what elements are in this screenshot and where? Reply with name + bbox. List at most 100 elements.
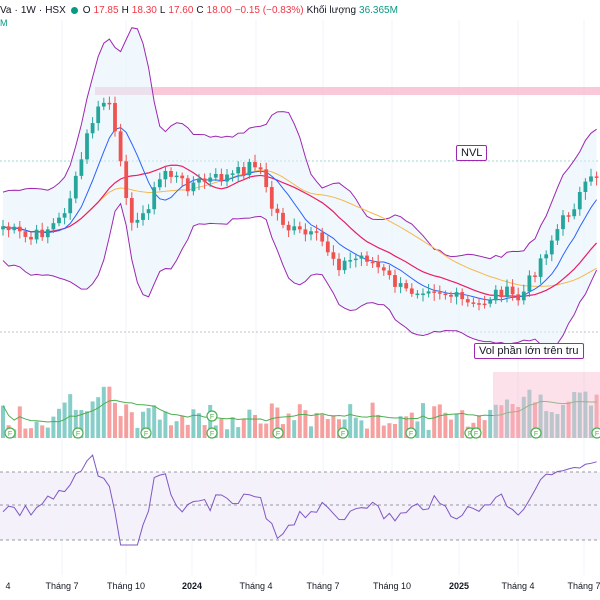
candle-body (90, 123, 95, 134)
volume-bar (225, 429, 229, 438)
volume-bar (253, 414, 257, 438)
candle-body (275, 208, 280, 213)
x-tick: Tháng 7 (306, 581, 340, 591)
dividend-marker-icon (337, 427, 349, 439)
candle-body (297, 226, 302, 230)
volume-bar (17, 406, 22, 438)
open-value: 17.85 (93, 4, 119, 16)
volume-bar (370, 402, 375, 438)
candle-body (185, 178, 190, 192)
candle-body (589, 176, 593, 182)
candle-body (225, 174, 229, 182)
volume-bar (460, 410, 465, 438)
volume-bar (533, 402, 537, 438)
symbol-name[interactable]: Va (0, 4, 12, 16)
rsi-background (0, 472, 600, 540)
indicator-value: M (0, 18, 8, 28)
candle-body (365, 255, 369, 262)
x-tick: 4 (5, 581, 11, 591)
dividend-marker-label: F (210, 431, 214, 438)
candle-body (23, 231, 28, 237)
volume-bar (90, 401, 95, 438)
candle-body (197, 178, 201, 183)
rsi-path (2, 454, 597, 546)
volume-bar (426, 429, 431, 438)
dividend-marker-icon (470, 427, 482, 439)
dividend-marker-label: F (409, 431, 413, 438)
candle-body (527, 275, 532, 292)
volume-value: 36.365M (359, 4, 398, 16)
volume-bar (510, 403, 515, 438)
volume-annotation[interactable]: Vol phần lớn trên tru (474, 343, 584, 359)
volume-bar (325, 419, 330, 438)
change-value: −0.15 (−0.83%) (234, 4, 304, 16)
candle-body (124, 161, 129, 199)
candle-body (62, 213, 67, 218)
volume-bar (141, 411, 145, 438)
candle-body (40, 229, 45, 238)
dividend-marker-icon (206, 410, 218, 422)
volume-bar (309, 426, 313, 438)
candle-body (180, 175, 185, 179)
high-value: 18.30 (131, 4, 157, 16)
candle-body (505, 286, 509, 298)
volume-bar (157, 419, 162, 438)
volume-bar (174, 421, 179, 438)
ticker-annotation[interactable]: NVL (456, 145, 488, 161)
x-tick: Tháng 10 (372, 581, 412, 591)
volume-bar (40, 425, 45, 438)
candle-body (331, 252, 336, 259)
x-tick: Tháng 4 (239, 581, 273, 591)
candle-body (572, 209, 577, 217)
volume-bar (236, 427, 241, 438)
volume-bar (499, 405, 504, 438)
dividend-marker-icon (206, 427, 218, 439)
candle-body (409, 288, 414, 294)
volume-bar (96, 397, 101, 438)
candle-body (113, 102, 117, 132)
volume-bar (303, 410, 308, 438)
interval[interactable]: 1W (20, 4, 36, 16)
candle-body (29, 236, 33, 240)
candle-body (471, 302, 476, 304)
volume-bar (297, 404, 302, 438)
volume-bar (124, 404, 129, 438)
volume-bar (482, 420, 487, 438)
volume-bar (269, 403, 274, 438)
dividend-marker-label: F (474, 431, 478, 438)
volume-bar (432, 406, 437, 438)
volume-bar (230, 417, 235, 438)
candle-body (359, 255, 364, 259)
volume-bar (85, 411, 89, 438)
candle-body (157, 179, 162, 188)
dividend-markers: F F F F F F F F F F FF (4, 410, 600, 439)
volume-bar (409, 412, 414, 438)
candle-body (247, 161, 252, 176)
candle-body (219, 173, 224, 182)
exchange: HSX (45, 4, 66, 16)
volume-bar (365, 428, 369, 438)
candle-body (594, 176, 599, 178)
volume-bar (348, 404, 353, 438)
volume-bar (589, 405, 593, 438)
candle-body (269, 187, 274, 209)
candle-body (292, 226, 297, 231)
volume-bar (404, 416, 409, 438)
volume-bar (577, 392, 582, 438)
candle-body (34, 229, 39, 240)
dividend-marker-icon (591, 427, 600, 439)
volume-bar (275, 407, 280, 438)
volume-bar (34, 421, 39, 438)
bollinger-bands (2, 27, 598, 347)
volume-bar (23, 428, 28, 438)
candle-body (320, 232, 325, 242)
x-tick: Tháng 10 (106, 581, 146, 591)
volume-bar (555, 413, 560, 438)
candle-body (533, 275, 537, 277)
candle-body (241, 167, 246, 176)
symbol-header[interactable]: Va · 1W · HSX O 17.85 H 18.30 L 17.60 C 18.0… (0, 4, 398, 16)
volume-bar (449, 419, 453, 438)
volume-bar (45, 427, 50, 438)
dividend-marker-icon (4, 427, 16, 439)
